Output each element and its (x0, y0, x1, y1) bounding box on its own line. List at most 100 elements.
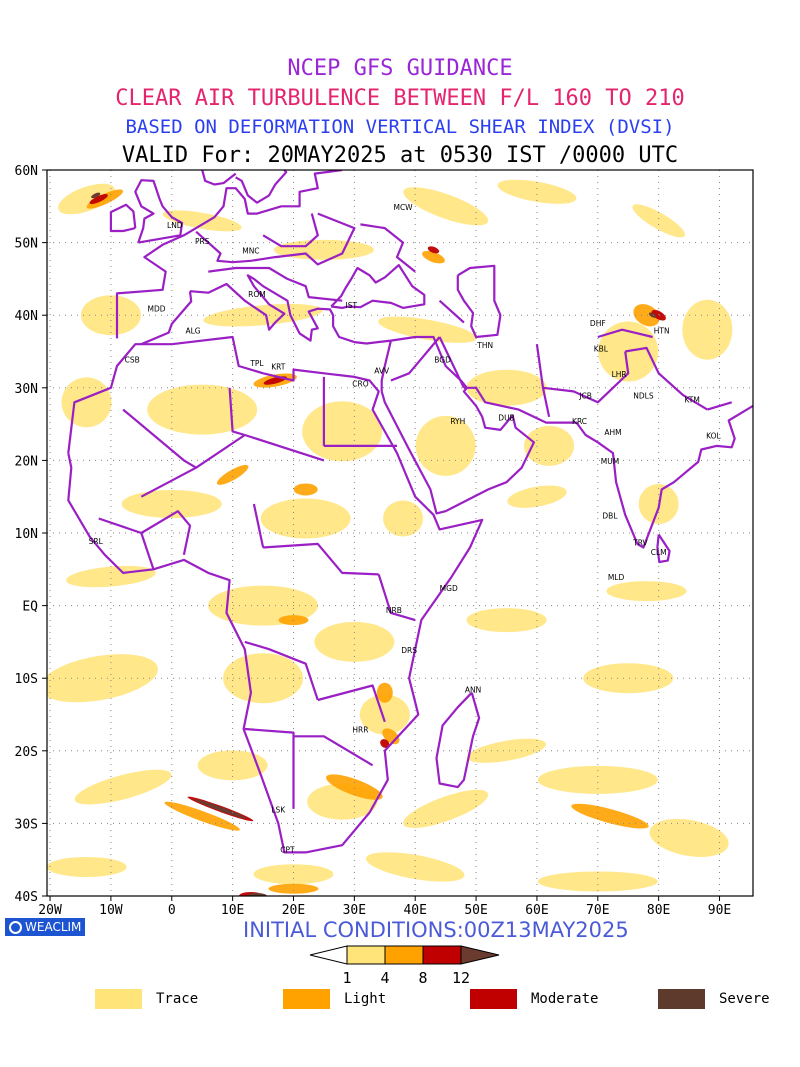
legend-trace: Trace (95, 989, 198, 1009)
turbulence-area (415, 415, 476, 476)
turbulence-area (162, 210, 242, 232)
station-label-dbl: DBL (602, 511, 618, 520)
station-label-mdd: MDD (148, 305, 166, 314)
black-sea-coastline (330, 264, 426, 309)
turbulence-area (121, 489, 222, 518)
iberia-east-coastline (140, 291, 193, 346)
lon-label: 80E (647, 903, 670, 918)
turbulence-area (302, 401, 383, 462)
station-label-mnc: MNC (242, 246, 259, 255)
station-label-cpt: CPT (280, 845, 295, 854)
station-label-ndls: NDLS (633, 392, 654, 401)
weaclim-ring-icon (9, 920, 22, 934)
station-label-kbl: KBL (594, 345, 609, 354)
station-label-avv: AVV (374, 366, 390, 375)
turbulence-area (359, 694, 410, 735)
sweden-coastline (235, 170, 288, 204)
station-label-dub: DUB (498, 413, 514, 422)
station-label-bgd: BGD (434, 355, 451, 364)
station-label-ann: ANN (465, 686, 481, 695)
station-label-cro: CRO (352, 379, 368, 388)
turbulence-area (326, 774, 383, 800)
country-border (208, 266, 343, 302)
turbulence-area (633, 304, 660, 327)
turbulence-area (571, 803, 649, 829)
station-label-csb: CSB (125, 355, 140, 364)
weaclim-logo: WEACLIM (5, 918, 86, 936)
country-border (228, 387, 246, 437)
legend-light: Light (283, 989, 386, 1009)
turbulence-area (61, 377, 112, 428)
station-label-nrb: NRB (386, 606, 402, 615)
turbulence-area (651, 309, 666, 321)
turbulence-area (293, 483, 318, 496)
country-border (244, 727, 295, 809)
arabia-coastline (380, 335, 535, 515)
station-label-prs: PRS (195, 237, 210, 246)
lat-label: 30S (15, 817, 38, 832)
title-line-2: CLEAR AIR TURBULENCE BETWEEN F/L 160 TO … (115, 86, 685, 111)
turbulence-area (632, 204, 685, 238)
norway-coastline (201, 170, 237, 186)
legend-moderate-swatch (470, 989, 517, 1009)
turbulence-area (58, 183, 116, 215)
turbulence-area (260, 498, 351, 539)
station-labels: MCW LND PRS MNC ROM IST MDD ALG CSB TPL KRT AVV CRO B… (89, 203, 722, 855)
turbulence-area (216, 464, 249, 485)
country-border (263, 542, 379, 576)
station-label-ryh: RYH (450, 417, 465, 426)
station-label-ist: IST (346, 301, 358, 310)
station-label-ahm: AHM (604, 428, 621, 437)
turbulence-area (606, 581, 687, 602)
lon-label: 30E (343, 903, 366, 918)
turbulence-area (47, 856, 127, 877)
turbulence-area (89, 194, 108, 205)
legend-light-label: Light (344, 991, 387, 1007)
station-label-mum: MUM (601, 457, 619, 466)
station-label-jcb: JCB (578, 392, 592, 401)
country-border (360, 223, 416, 273)
title-line-1: NCEP GFS GUIDANCE (287, 56, 513, 81)
country-border (98, 517, 155, 570)
country-border (140, 510, 192, 556)
turbulence-area (648, 312, 657, 318)
mediterranean-north-coastline (189, 274, 392, 345)
country-border (438, 299, 465, 324)
station-label-thn: THN (476, 341, 493, 350)
station-label-mld: MLD (608, 573, 625, 582)
turbulence-area (378, 316, 477, 343)
station-label-lnd: LND (167, 221, 183, 230)
turbulence-area (380, 739, 390, 748)
turbulence-area (268, 883, 319, 894)
legend-severe-swatch (658, 989, 705, 1009)
south-asia-coastline (463, 386, 753, 549)
lon-label: 10E (221, 903, 244, 918)
country-border (390, 336, 441, 382)
station-label-kol: KOL (706, 432, 721, 441)
lon-label: 50E (464, 903, 487, 918)
turbulence-area (91, 192, 101, 199)
turbulence-area (427, 246, 440, 254)
turbulence-area (314, 621, 395, 662)
lat-label: EQ (22, 600, 38, 615)
legend-moderate: Moderate (470, 989, 598, 1009)
lat-label: 10N (15, 527, 38, 542)
turbulence-area (524, 425, 575, 466)
station-label-hrr: HRR (352, 726, 368, 735)
lat-label: 50N (15, 237, 38, 252)
country-border (317, 684, 386, 723)
country-border (438, 336, 465, 389)
station-label-tpl: TPL (249, 359, 264, 368)
lat-label: 10S (15, 672, 38, 687)
europe-coastline (115, 170, 343, 339)
lon-label: 20W (38, 903, 62, 918)
madagascar-coastline (435, 691, 481, 789)
turbulence-area (682, 299, 733, 360)
lat-label: 20S (15, 745, 38, 760)
turbulence-area (467, 738, 546, 763)
turbulence-area (86, 189, 124, 209)
lon-label: 0 (168, 903, 176, 918)
station-label-trv: TRV (632, 538, 648, 547)
turbulence-area (194, 799, 247, 819)
